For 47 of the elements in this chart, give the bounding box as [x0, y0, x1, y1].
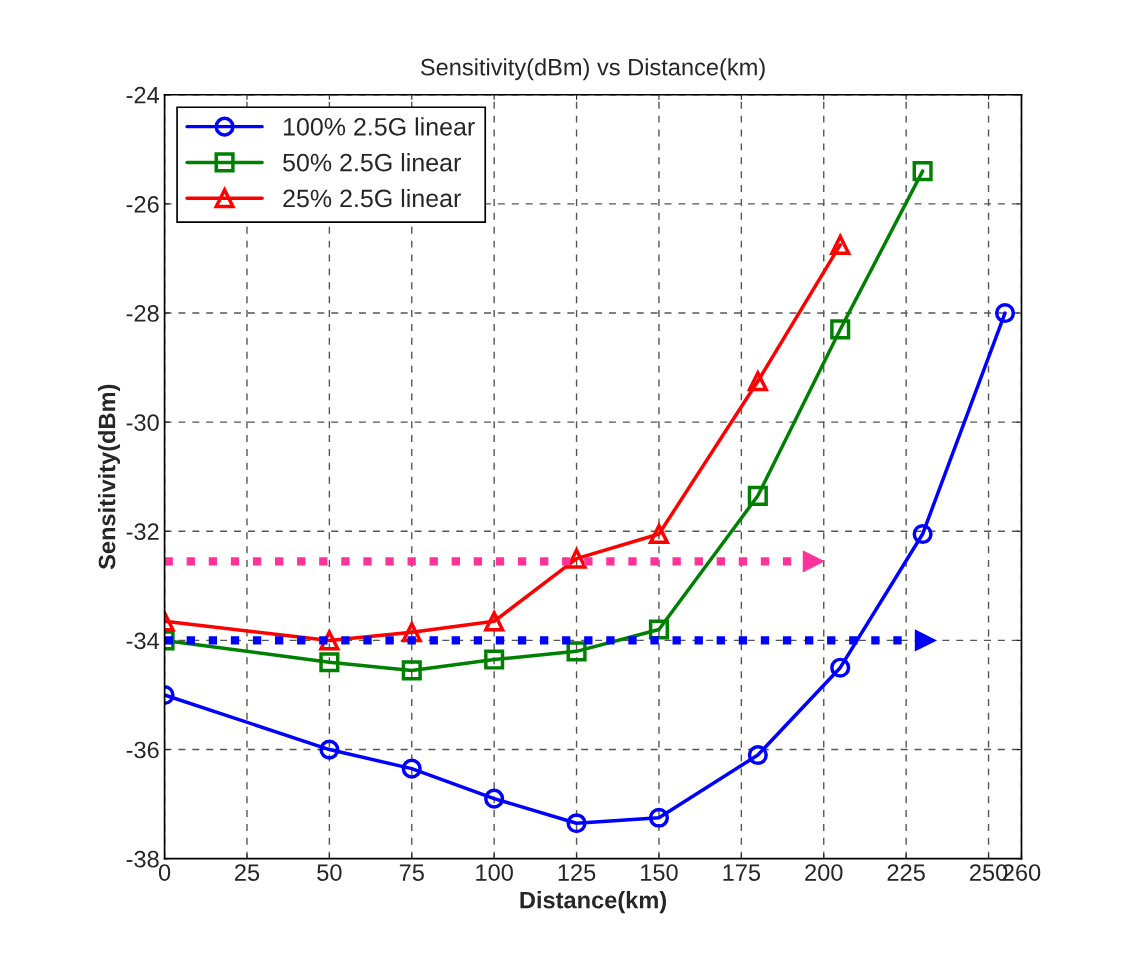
point	[830, 657, 851, 678]
y-tick-label: -34	[126, 632, 160, 650]
x-tick-label: 225	[887, 864, 925, 881]
legend-label: 100% 2.5G linear	[283, 117, 475, 136]
x-tick-label: 200	[805, 864, 843, 881]
point	[912, 523, 933, 545]
point	[319, 739, 340, 760]
point	[829, 232, 852, 255]
chart-title: Sensitivity(dBm) vs Distance(km)	[420, 58, 765, 81]
x-tick-label: 125	[558, 864, 596, 881]
y-tick-label: -28	[126, 305, 159, 322]
point	[566, 546, 588, 569]
x-tick-label: 50	[317, 864, 342, 881]
y-tick-label: -38	[126, 850, 159, 868]
x-tick-label: 150	[641, 864, 678, 881]
point	[747, 371, 768, 392]
x-tick-label: 25	[235, 864, 260, 881]
x-axis-title: Distance(km)	[520, 891, 666, 914]
point	[319, 652, 340, 673]
point	[914, 629, 938, 652]
point	[566, 641, 587, 662]
point	[648, 807, 670, 828]
point	[912, 161, 933, 182]
point	[747, 485, 768, 506]
point	[747, 744, 768, 766]
point	[566, 813, 587, 834]
point	[484, 649, 505, 670]
point	[484, 611, 505, 632]
y-tick-label: -36	[126, 741, 159, 759]
y-tick-label: -32	[126, 523, 159, 541]
point	[401, 758, 422, 779]
point	[401, 660, 422, 681]
point	[484, 788, 505, 809]
point	[830, 319, 851, 340]
x-tick-label: 0	[158, 864, 171, 881]
x-tick-label: 75	[399, 864, 424, 881]
legend-label: 25% 2.5G linear	[283, 188, 461, 208]
y-axis-title: Sensitivity(dBm)	[98, 384, 121, 570]
x-tick-label: 175	[723, 864, 761, 881]
point	[994, 302, 1016, 324]
legend-label: 50% 2.5G linear	[283, 153, 461, 172]
point	[648, 523, 670, 545]
x-tick-label: 100	[476, 864, 513, 881]
y-tick-label: -30	[126, 414, 159, 431]
point	[802, 550, 825, 573]
y-tick-label: -24	[126, 86, 160, 104]
y-tick-label: -26	[126, 195, 159, 213]
